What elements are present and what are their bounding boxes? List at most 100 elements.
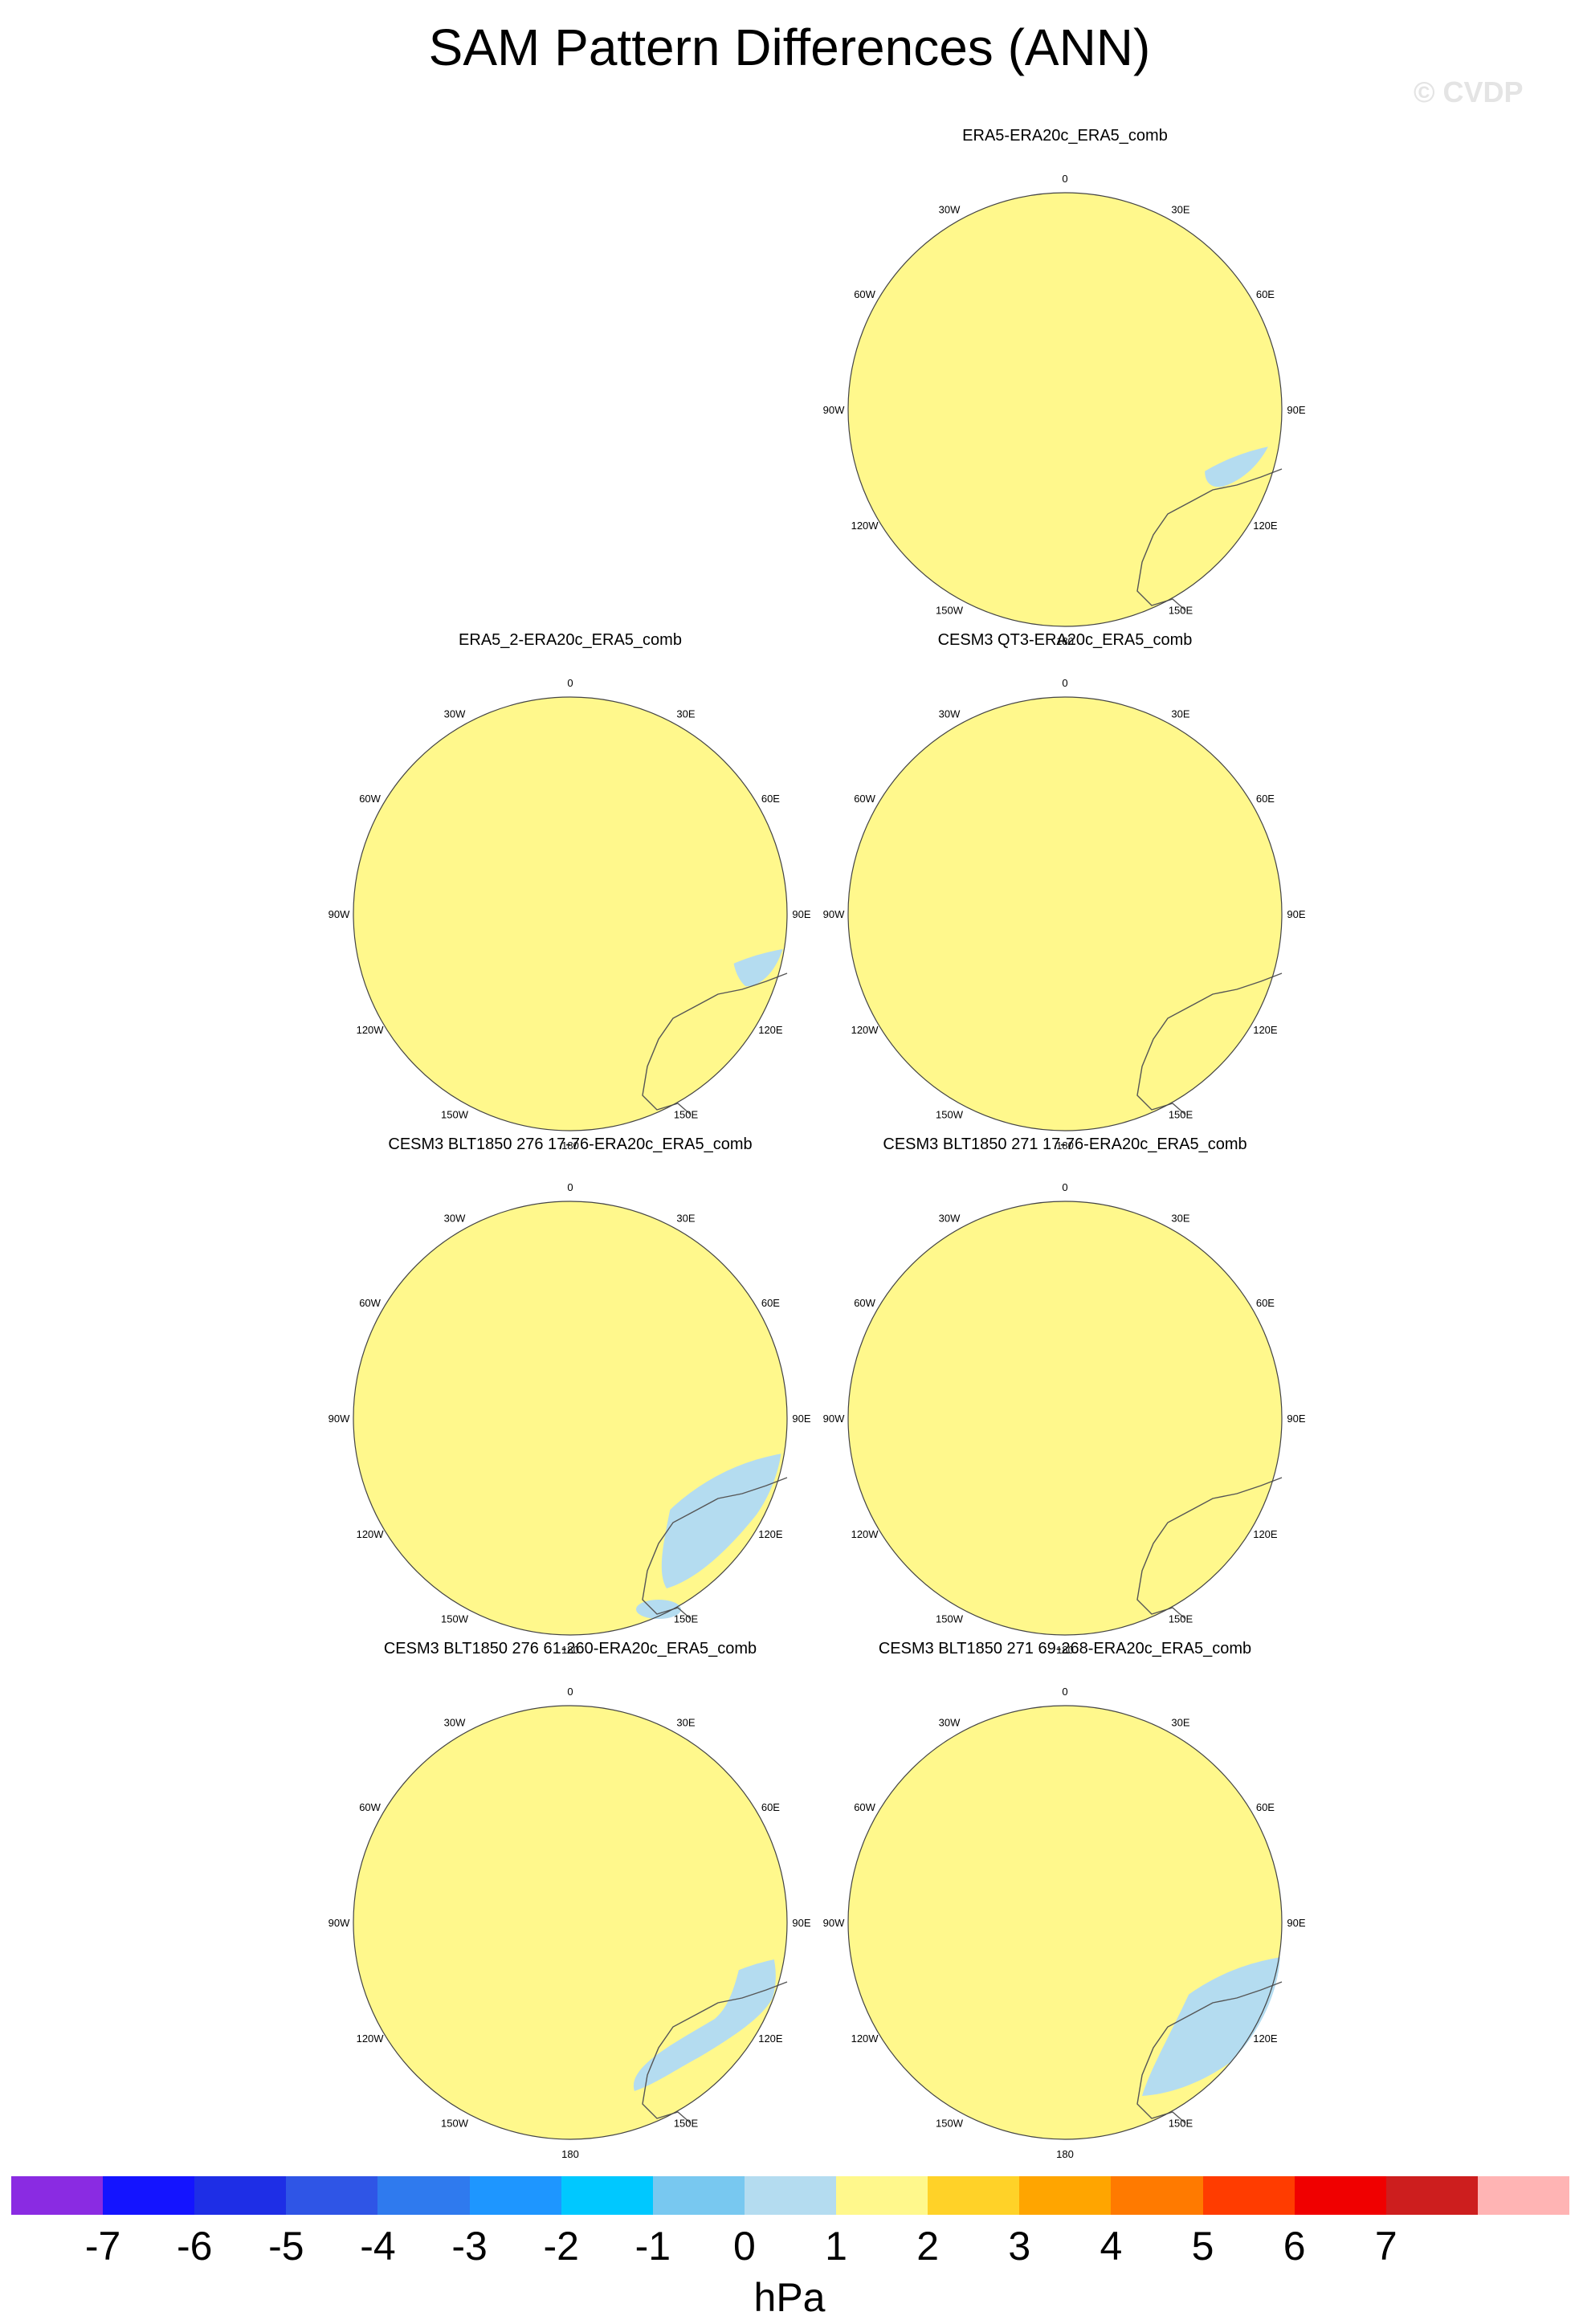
polar-map: 0 30E 60E 90E 120E 150E 180 150W 120W 90W 60W 30W	[823, 677, 1306, 1152]
longitude-label: 0	[567, 1686, 573, 1698]
longitude-label: 150W	[441, 2117, 469, 2129]
australia-coastline	[1136, 1981, 1283, 2124]
colorbar-tick-label: -5	[268, 2224, 304, 2269]
longitude-label: 150E	[674, 2117, 699, 2129]
longitude-label: 120W	[357, 2032, 385, 2045]
longitude-label: 0	[1062, 173, 1067, 185]
longitude-label: 30E	[1171, 708, 1189, 720]
longitude-label: 180	[1056, 1140, 1074, 1152]
colorbar-segment	[836, 2176, 928, 2215]
polar-map: 0 30E 60E 90E 120E 150E 180 150W 120W 90W 60W 30W	[823, 1686, 1306, 2160]
map-background	[353, 1706, 787, 2139]
panel-title: CESM3 BLT1850 271 17-76-ERA20c_ERA5_comb	[883, 1135, 1247, 1153]
longitude-label: 120W	[851, 2032, 879, 2045]
map-background	[848, 1201, 1282, 1635]
longitude-label: 60E	[761, 1297, 780, 1309]
longitude-label: 120E	[1253, 1528, 1278, 1540]
polar-map: 0 30E 60E 90E 120E 150E 180 150W 120W 90W 60W 30W	[328, 1181, 811, 1656]
longitude-label: 90E	[1287, 1413, 1305, 1425]
longitude-label: 120W	[851, 1024, 879, 1036]
longitude-label: 150W	[936, 1613, 964, 1625]
longitude-label: 150E	[1169, 1108, 1193, 1120]
colorbar-tick-label: -6	[177, 2224, 213, 2269]
longitude-label: 60W	[359, 1801, 381, 1813]
longitude-label: 60E	[1256, 288, 1275, 300]
longitude-label: 180	[1056, 1644, 1074, 1656]
longitude-label: 30W	[444, 708, 466, 720]
map-background	[848, 193, 1282, 626]
longitude-label: 30W	[444, 1213, 466, 1225]
colorbar-segment	[1385, 2176, 1479, 2215]
map-background	[353, 1201, 787, 1635]
longitude-label: 60W	[854, 288, 875, 300]
panel-title: ERA5_2-ERA20c_ERA5_comb	[459, 631, 682, 649]
longitude-label: 0	[567, 1181, 573, 1193]
negative-anomaly	[633, 1955, 776, 2091]
cvdp-watermark: © CVDP	[1414, 75, 1524, 108]
longitude-label: 60W	[359, 1297, 381, 1309]
longitude-label: 30W	[939, 1213, 961, 1225]
longitude-label: 60E	[761, 1801, 780, 1813]
australia-coastline	[1136, 1477, 1283, 1620]
anomaly-fields	[1097, 946, 1283, 1115]
colorbar-segment	[286, 2176, 378, 2215]
longitude-label: 150W	[936, 1108, 964, 1120]
longitude-label: 120E	[758, 2032, 783, 2045]
longitude-label: 60E	[1256, 793, 1275, 805]
colorbar-segment	[652, 2176, 745, 2215]
map-background	[353, 697, 787, 1131]
colorbar-tick-label: 6	[1283, 2224, 1306, 2269]
negative-anomaly	[1142, 1955, 1280, 2096]
colorbar-tick-label: 0	[733, 2224, 756, 2269]
longitude-label: 180	[1056, 2148, 1074, 2160]
longitude-label: 0	[567, 677, 573, 689]
map-panel-era5-2: ERA5_2-ERA20c_ERA5_comb 0 30E 60E 90E 120E 150…	[321, 631, 819, 1179]
longitude-label: 30W	[939, 204, 961, 216]
panel-title: CESM3 QT3-ERA20c_ERA5_comb	[937, 631, 1193, 649]
panel-title: CESM3 BLT1850 271 69-268-ERA20c_ERA5_com…	[878, 1640, 1252, 1657]
polar-map: 0 30E 60E 90E 120E 150E 180 150W 120W 90W 60W 30W	[823, 1181, 1306, 1656]
longitude-label: 120W	[357, 1528, 385, 1540]
figure-title: SAM Pattern Differences (ANN)	[428, 18, 1151, 76]
polar-map: 0 30E 60E 90E 120E 150E 180 150W 120W 90W 60W 30W	[328, 677, 811, 1152]
map-panel-cesm3-blt1850-271-69-268: CESM3 BLT1850 271 69-268-ERA20c_ERA5_com…	[816, 1640, 1314, 2187]
map-border	[353, 696, 788, 1131]
colorbar-segment	[744, 2176, 837, 2215]
longitude-label: 0	[1062, 1181, 1067, 1193]
longitude-label: 90W	[328, 1917, 350, 1929]
colorbar-segment	[1111, 2176, 1204, 2215]
colorbar-tick-label: -1	[634, 2224, 671, 2269]
colorbar-tick-label: -4	[360, 2224, 396, 2269]
longitude-label: 150E	[1169, 604, 1193, 616]
longitude-label: 0	[1062, 1686, 1067, 1698]
longitude-label: 60W	[854, 1801, 875, 1813]
panel-title: ERA5-ERA20c_ERA5_comb	[962, 127, 1168, 145]
longitude-label: 150W	[441, 1108, 469, 1120]
longitude-label: 0	[1062, 677, 1067, 689]
longitude-label: 120W	[851, 1528, 879, 1540]
map-border	[847, 192, 1283, 627]
map-panel-cesm3-blt1850-271-17-76: CESM3 BLT1850 271 17-76-ERA20c_ERA5_comb…	[816, 1135, 1314, 1683]
colorbar-segment	[11, 2176, 104, 2215]
colorbar-segment	[928, 2176, 1020, 2215]
longitude-label: 180	[561, 1644, 579, 1656]
longitude-label: 30E	[676, 708, 695, 720]
longitude-label: 150E	[674, 1108, 699, 1120]
australia-coastline	[642, 1981, 788, 2124]
colorbar-segment	[561, 2176, 654, 2215]
longitude-label: 120E	[1253, 520, 1278, 532]
longitude-label: 90E	[1287, 1917, 1305, 1929]
longitude-label: 150E	[1169, 1613, 1193, 1625]
longitude-label: 120W	[357, 1024, 385, 1036]
longitude-label: 90E	[792, 1413, 810, 1425]
longitude-label: 60W	[854, 1297, 875, 1309]
colorbar-segment	[469, 2176, 562, 2215]
colorbar-segment	[377, 2176, 471, 2215]
australia-coastline	[642, 972, 788, 1115]
longitude-label: 90W	[823, 404, 845, 416]
colorbar-segment	[1294, 2176, 1387, 2215]
colorbar	[11, 2176, 1570, 2215]
longitude-label: 90E	[792, 1917, 810, 1929]
panel-title: CESM3 BLT1850 276 17-76-ERA20c_ERA5_comb	[388, 1135, 753, 1153]
longitude-label: 30E	[1171, 204, 1189, 216]
